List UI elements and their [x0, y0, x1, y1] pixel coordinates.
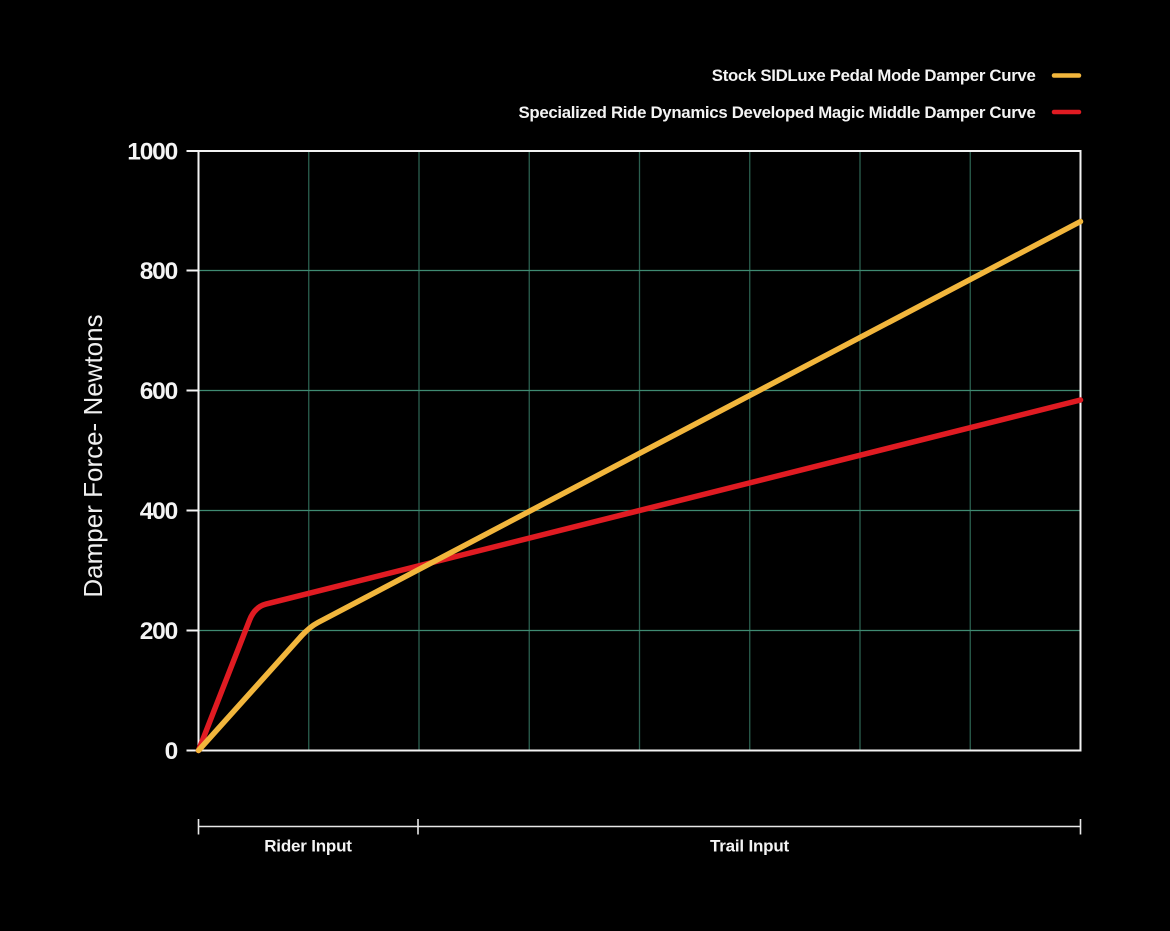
svg-text:0: 0 [165, 738, 178, 765]
svg-text:1000: 1000 [127, 139, 177, 166]
svg-text:Stock SIDLuxe Pedal Mode Dampe: Stock SIDLuxe Pedal Mode Damper Curve [712, 66, 1036, 85]
svg-text:Damper Force- Newtons: Damper Force- Newtons [78, 314, 108, 597]
svg-text:Rider Input: Rider Input [264, 837, 352, 856]
svg-text:200: 200 [140, 618, 178, 645]
svg-text:600: 600 [140, 378, 178, 405]
svg-text:800: 800 [140, 258, 178, 285]
svg-text:Trail Input: Trail Input [710, 837, 790, 856]
svg-text:Specialized Ride Dynamics Deve: Specialized Ride Dynamics Developed Magi… [518, 103, 1035, 122]
svg-text:400: 400 [140, 498, 178, 525]
